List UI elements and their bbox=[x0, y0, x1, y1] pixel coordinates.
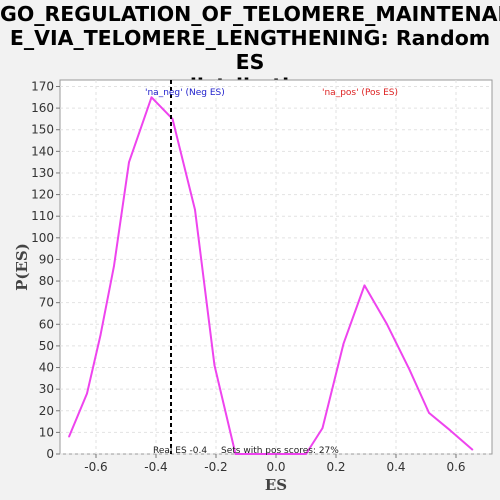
data-point bbox=[86, 392, 88, 395]
y-tick-label: 140 bbox=[31, 144, 54, 158]
real-es-text: Real ES -0.4 bbox=[153, 446, 207, 456]
y-tick-label: 110 bbox=[31, 209, 54, 223]
x-tick-label: 0.0 bbox=[266, 460, 285, 474]
neg-label: 'na_neg' (Neg ES) bbox=[145, 88, 225, 98]
y-tick-label: 90 bbox=[39, 252, 54, 266]
y-tick-label: 100 bbox=[31, 231, 54, 245]
data-point bbox=[234, 453, 237, 455]
x-tick-label: 0.4 bbox=[386, 460, 405, 474]
data-point bbox=[260, 453, 262, 455]
data-point bbox=[113, 265, 115, 267]
chart-title: GO_REGULATION_OF_TELOMERE_MAINTENANC E_V… bbox=[0, 2, 500, 98]
y-tick-label: 130 bbox=[31, 166, 54, 180]
data-point bbox=[194, 208, 196, 211]
y-tick-label: 40 bbox=[39, 361, 54, 375]
x-tick-label: 0.2 bbox=[326, 460, 345, 474]
y-tick-label: 160 bbox=[31, 101, 54, 115]
x-tick-label: -0.2 bbox=[204, 460, 227, 474]
data-point bbox=[386, 323, 388, 326]
data-point bbox=[428, 412, 430, 414]
y-tick-label: 60 bbox=[39, 317, 54, 331]
y-tick-label: 20 bbox=[39, 404, 54, 418]
data-point bbox=[305, 453, 307, 455]
pos-label: 'na_pos' (Pos ES) bbox=[322, 88, 398, 98]
x-tick-label: -0.6 bbox=[84, 460, 107, 474]
pos-scores-text: Sets with pos scores: 27% bbox=[221, 446, 339, 456]
data-point bbox=[150, 96, 153, 99]
y-tick-label: 70 bbox=[39, 296, 54, 310]
data-point bbox=[342, 342, 345, 345]
y-tick-label: 150 bbox=[31, 123, 54, 137]
data-point bbox=[128, 161, 130, 163]
chart-title-line-1: GO_REGULATION_OF_TELOMERE_MAINTENANC bbox=[0, 2, 500, 26]
y-tick-label: 10 bbox=[39, 425, 54, 439]
y-tick-label: 30 bbox=[39, 382, 54, 396]
data-point bbox=[449, 429, 451, 432]
data-point bbox=[363, 284, 366, 287]
data-point bbox=[171, 118, 174, 120]
data-point bbox=[287, 453, 289, 455]
data-point bbox=[68, 435, 70, 438]
x-tick-label: 0.6 bbox=[446, 460, 465, 474]
y-tick-label: 0 bbox=[46, 447, 54, 461]
series-layer bbox=[68, 80, 474, 455]
x-axis-title: ES bbox=[265, 476, 287, 494]
y-tick-label: 80 bbox=[39, 274, 54, 288]
data-point bbox=[99, 334, 102, 336]
data-point bbox=[471, 448, 474, 451]
y-axis-title: P(ES) bbox=[13, 243, 31, 291]
y-tick-label: 50 bbox=[39, 339, 54, 353]
data-point bbox=[213, 364, 216, 367]
annotations: 'na_neg' (Neg ES) 'na_pos' (Pos ES) Real… bbox=[145, 88, 398, 456]
y-tick-label: 170 bbox=[31, 79, 54, 93]
y-tick-label: 120 bbox=[31, 188, 54, 202]
x-tick-label: -0.4 bbox=[144, 460, 167, 474]
chart-title-line-2: E_VIA_TELOMERE_LENGTHENING: Random ES bbox=[9, 26, 491, 74]
data-point bbox=[408, 368, 411, 371]
data-point bbox=[321, 427, 324, 429]
axes: 0 10 20 30 40 50 60 70 80 90 100 110 120 130 140 150 160… bbox=[31, 79, 465, 474]
